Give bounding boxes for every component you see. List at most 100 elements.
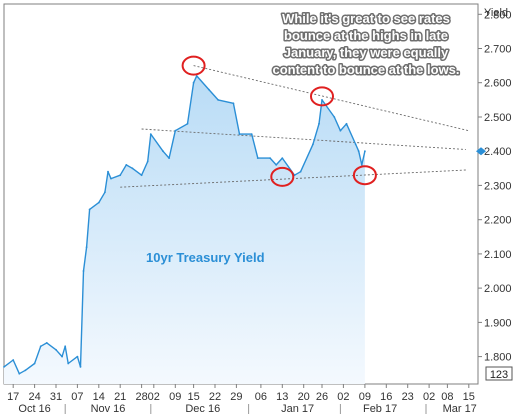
series-point — [119, 174, 122, 177]
series-point — [64, 345, 67, 348]
y-tick-label: 1.800 — [484, 352, 512, 364]
series-point — [281, 157, 284, 160]
x-tick-label: 21 — [114, 391, 126, 403]
y-tick-label: 2.400 — [484, 146, 512, 158]
x-tick-label: 17 — [7, 391, 19, 403]
series-point — [76, 355, 79, 358]
series-point — [345, 122, 348, 125]
annotation-shadow: January, they were equally — [284, 45, 449, 60]
x-month-label: Dec 16 — [185, 403, 220, 414]
highlight-circle — [181, 55, 206, 76]
series-area — [4, 75, 365, 385]
series-point — [174, 129, 177, 132]
series-point — [24, 369, 27, 372]
annotation-line: bounce at the highs in late — [284, 28, 448, 43]
y-tick-label: 2.800 — [484, 9, 512, 21]
annotation-line: While it's great to see rates — [282, 11, 450, 26]
series-point — [360, 164, 363, 166]
last-value-marker — [476, 147, 486, 156]
x-tick-label: 02 — [337, 391, 349, 403]
y-tick-label: 2.500 — [484, 112, 512, 124]
series-point — [97, 201, 100, 204]
annotation-line: January, they were equally — [284, 45, 449, 60]
y-tick-label: 2.300 — [484, 180, 512, 192]
series-point — [299, 170, 302, 173]
series-point — [140, 174, 143, 177]
series-point — [333, 116, 336, 118]
x-tick-label: 13 — [276, 391, 288, 403]
annotation-line: content to bounce at the lows. — [272, 62, 459, 77]
series-point — [149, 133, 152, 136]
x-tick-label: 07 — [71, 391, 83, 403]
trend-line — [193, 65, 469, 132]
x-tick-label: 09 — [359, 391, 371, 403]
series-point — [61, 355, 63, 358]
series-point — [162, 150, 164, 153]
x-tick-label: 20 — [298, 391, 310, 403]
series-point — [269, 157, 271, 160]
x-tick-label: 23 — [402, 391, 414, 403]
series-point — [312, 143, 314, 146]
series-point — [82, 270, 85, 272]
y-tick-label: 2.000 — [484, 283, 512, 295]
x-tick-label: 29 — [230, 391, 242, 403]
badge-box — [485, 366, 513, 381]
highlight-circles — [181, 55, 377, 187]
series-point — [79, 366, 82, 368]
y-tick-label: 2.600 — [484, 78, 512, 90]
series-point — [67, 362, 70, 365]
series-point — [232, 102, 235, 105]
series-point — [208, 88, 210, 91]
series-point — [85, 246, 88, 249]
highlight-circle — [270, 166, 295, 187]
series-point — [104, 191, 106, 194]
series-point — [192, 81, 195, 84]
x-tick-label: 16 — [380, 391, 392, 403]
x-axis: 17 24 31 07 14 21 28 02 09 15 22 29 06 13 20 26 02 09 16 23… — [7, 384, 477, 414]
annotation-shadow: bounce at the highs in late — [284, 28, 448, 43]
y-tick-label: 2.200 — [484, 215, 512, 227]
series-line-layer — [3, 75, 366, 375]
x-tick-label: 22 — [209, 391, 221, 403]
series-point — [12, 359, 15, 361]
series-point — [357, 150, 360, 153]
x-tick-label: 15 — [463, 391, 475, 403]
series-point — [354, 143, 357, 146]
x-tick-label: 24 — [28, 391, 40, 403]
right-badge: 123 — [485, 366, 513, 381]
series-point — [131, 167, 134, 170]
x-month-label: Nov 16 — [91, 403, 126, 414]
series-point — [339, 129, 342, 132]
x-month-label: Feb 17 — [363, 403, 397, 414]
x-month-label: Jan 17 — [281, 403, 314, 414]
x-tick-label: 08 — [441, 391, 453, 403]
annotation-shadow: content to bounce at the lows. — [272, 62, 459, 77]
series-point — [88, 208, 91, 211]
last-value-diamond — [476, 147, 486, 156]
series-point — [33, 362, 36, 365]
series-point — [275, 164, 278, 166]
area-layer — [4, 75, 365, 385]
x-tick-label: 14 — [93, 391, 105, 403]
x-tick-label: 31 — [50, 391, 62, 403]
series-point — [318, 122, 320, 125]
y-tick-label: 2.100 — [484, 249, 512, 261]
x-tick-label: 02 — [148, 391, 160, 403]
x-tick-label: 26 — [316, 391, 328, 403]
series-point — [250, 133, 253, 136]
series-point — [321, 99, 323, 101]
badge-text: 123 — [490, 369, 508, 381]
series-point — [186, 122, 189, 125]
series-point — [217, 99, 220, 101]
series-point — [55, 348, 57, 351]
series-point — [3, 366, 5, 368]
highlight-circle — [352, 165, 377, 186]
series-point — [238, 133, 241, 136]
series-point — [39, 345, 42, 348]
x-tick-label: 02 — [423, 391, 435, 403]
series-point — [146, 160, 149, 163]
series-point — [256, 157, 259, 160]
series-point — [107, 170, 109, 173]
